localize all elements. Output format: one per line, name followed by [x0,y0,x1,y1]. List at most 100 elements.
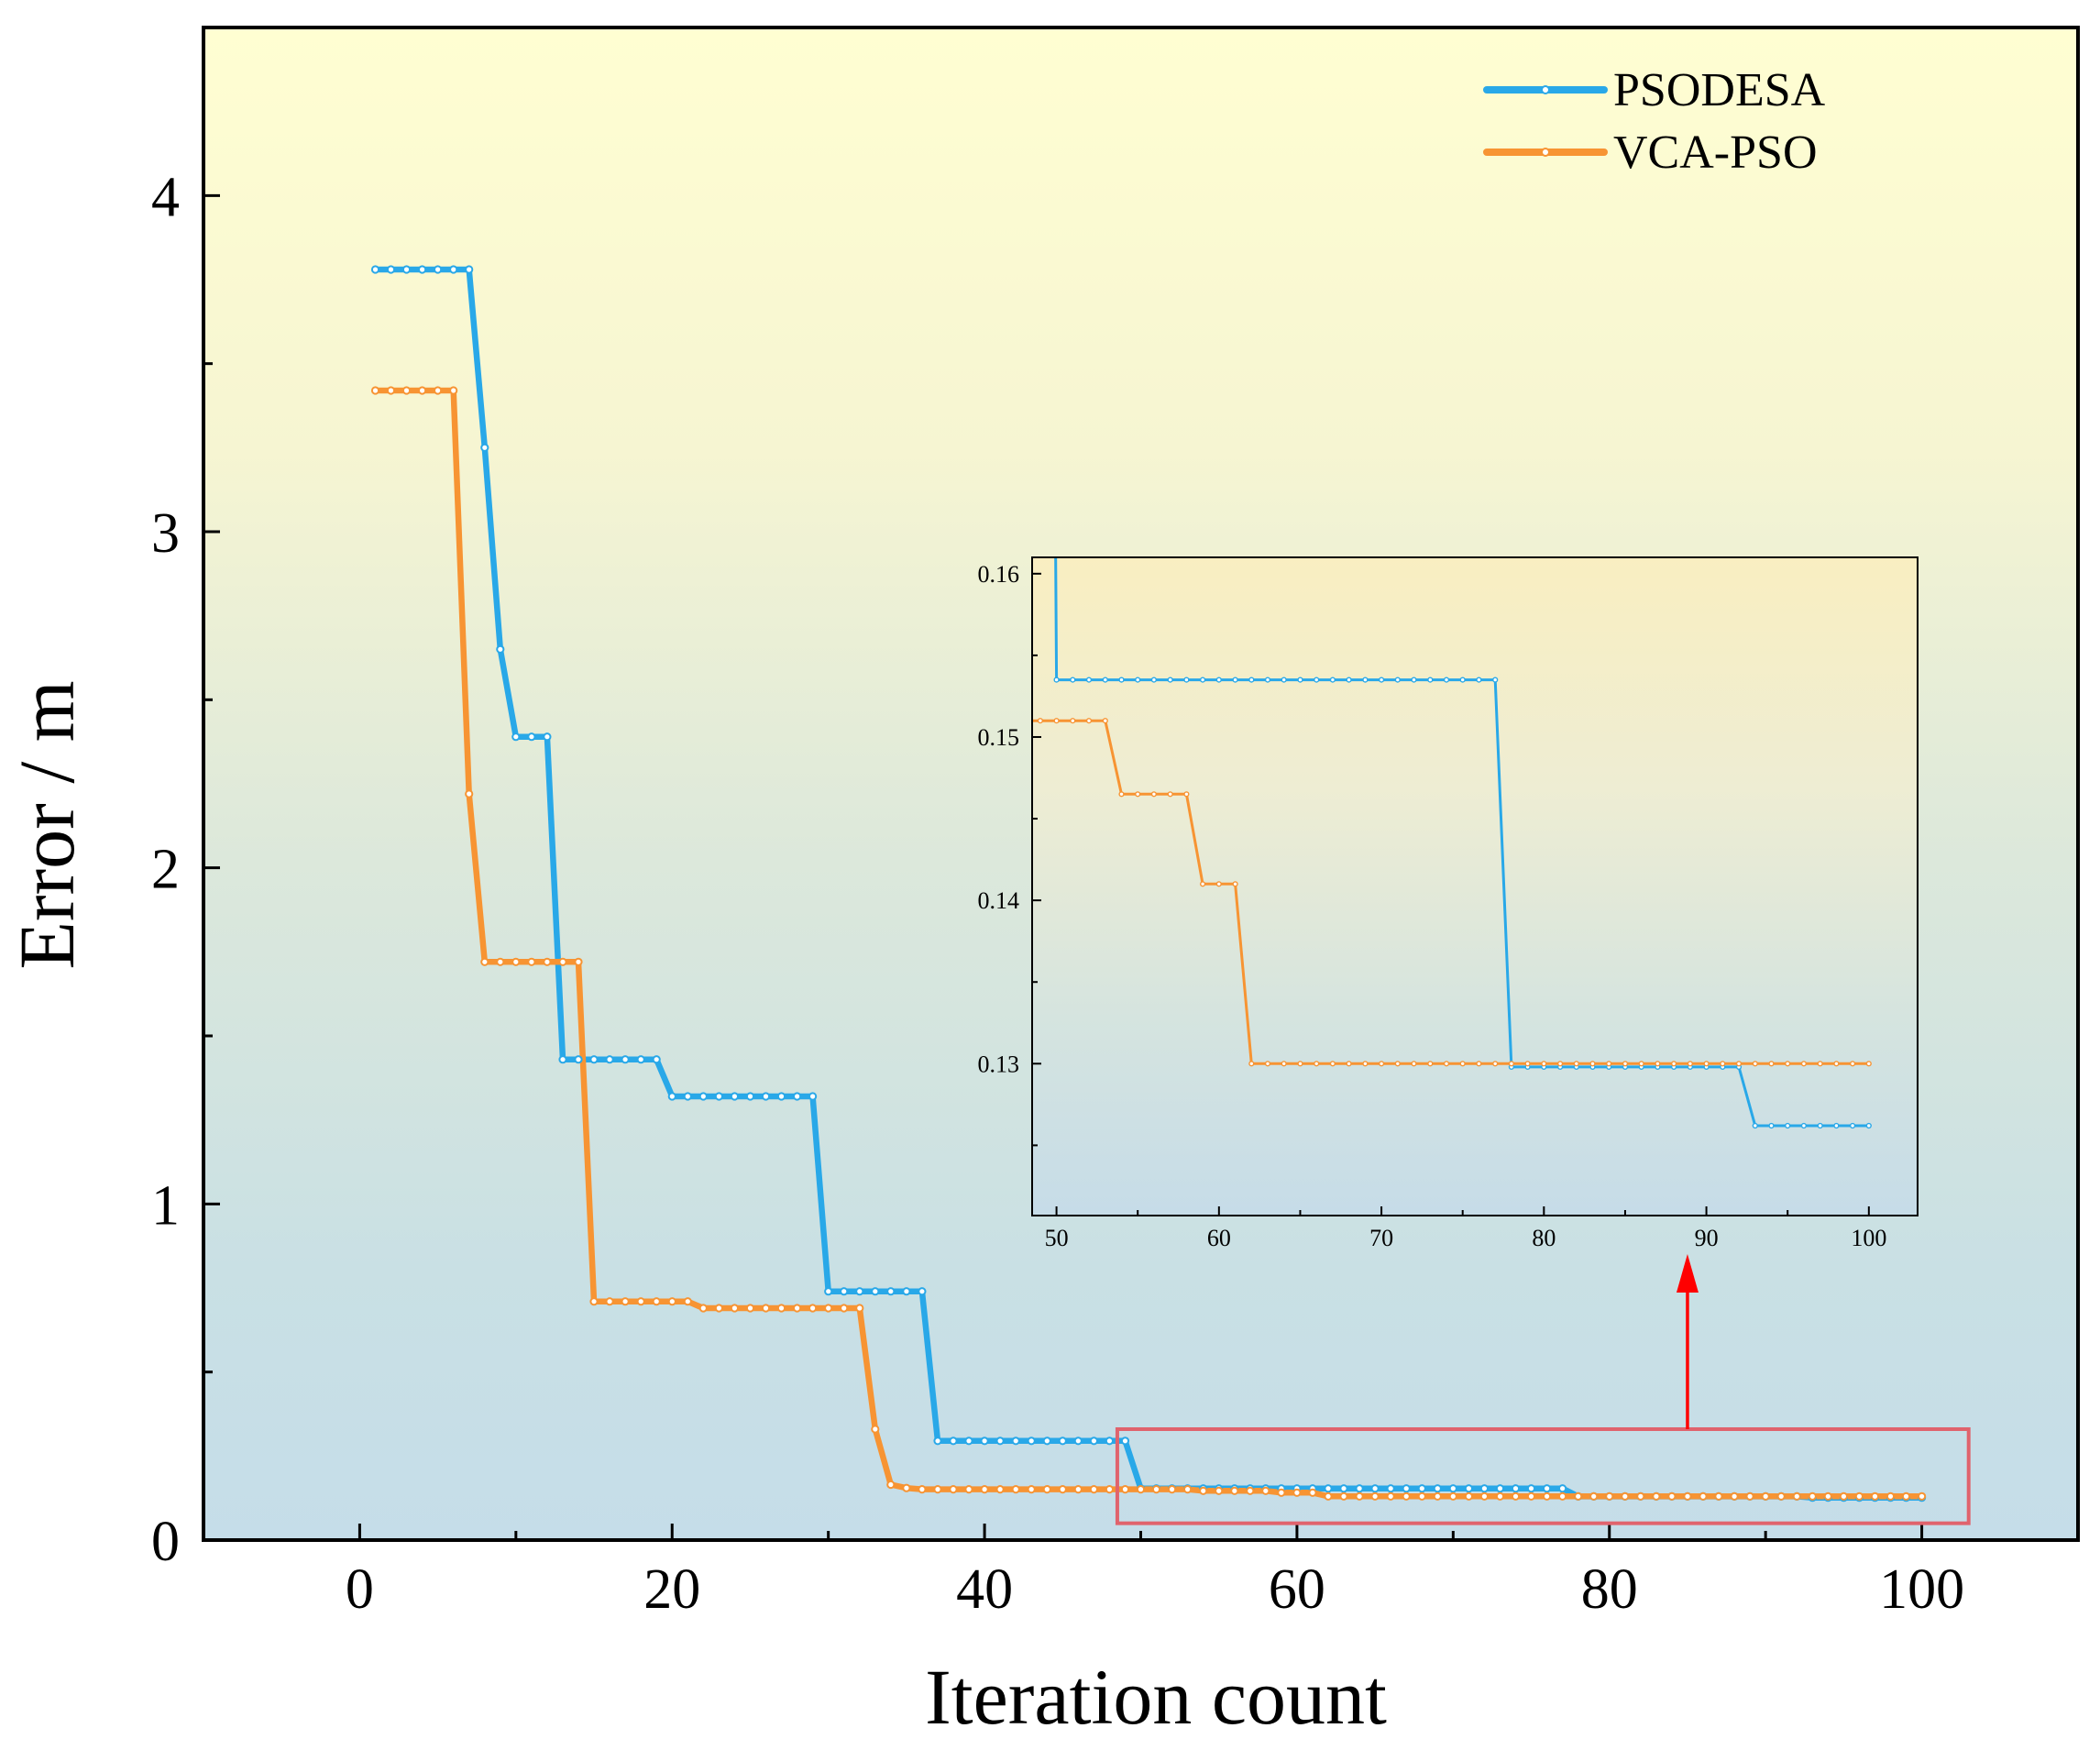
zoom-arrow-head [1676,1254,1699,1293]
inset-point-psodesa [1833,1122,1840,1129]
inset-point-psodesa [1314,677,1320,683]
inset-point-vca-pso [1622,1061,1629,1067]
point-vca-pso [386,386,396,395]
point-vca-pso [714,1304,724,1313]
x-axis-title: Iteration count [925,1653,1387,1741]
y-tick-label: 2 [151,839,180,901]
point-vca-pso [1699,1491,1708,1501]
inset-point-psodesa [1167,677,1173,683]
point-psodesa [1464,1484,1474,1493]
point-psodesa [714,1092,724,1101]
point-vca-pso [434,386,443,395]
inset-point-vca-pso [1150,791,1158,798]
inset-point-psodesa [1070,677,1076,683]
inset-point-vca-pso [1070,718,1076,724]
point-psodesa [1543,1484,1552,1493]
point-vca-pso [667,1297,676,1306]
point-psodesa [1479,1484,1490,1493]
point-psodesa [589,1055,599,1064]
inset-point-psodesa [1215,677,1222,683]
point-vca-pso [636,1297,645,1306]
inset-point-psodesa [1849,1122,1856,1129]
point-vca-pso [1386,1491,1395,1501]
point-psodesa [527,732,536,742]
point-vca-pso [496,957,505,966]
point-vca-pso [1277,1488,1286,1497]
point-vca-pso [808,1304,818,1313]
point-psodesa [964,1436,973,1446]
point-vca-pso [1011,1485,1020,1494]
legend-label-psodesa: PSODESA [1613,64,1826,116]
point-vca-pso [1839,1491,1849,1501]
inset-point-vca-pso [1800,1061,1808,1067]
point-psodesa [1370,1484,1380,1493]
point-vca-pso [1339,1491,1348,1501]
point-psodesa [1355,1484,1364,1493]
point-vca-pso [1761,1491,1770,1501]
point-psodesa [1073,1436,1083,1446]
inset-point-vca-pso [1541,1061,1547,1067]
inset-point-vca-pso [1638,1061,1644,1067]
point-vca-pso [824,1304,833,1313]
point-vca-pso [1870,1491,1880,1501]
inset-axes: 50 60 70 80 90 100 0.13 0.14 0.15 0.16 [978,561,1887,1251]
point-psodesa [434,265,443,274]
inset-point-vca-pso [1378,1061,1385,1067]
point-psodesa [902,1287,911,1296]
point-vca-pso [558,957,567,966]
point-vca-pso [1199,1486,1208,1495]
point-vca-pso [1636,1491,1645,1501]
point-vca-pso [1324,1491,1333,1501]
point-vca-pso [886,1480,896,1490]
point-vca-pso [730,1304,740,1313]
inset-frame [1031,556,1919,1216]
point-vca-pso [745,1304,755,1313]
point-vca-pso [589,1297,599,1306]
inset-point-psodesa [1329,677,1336,683]
inset-point-vca-pso [1833,1061,1840,1067]
point-vca-pso [1621,1491,1630,1501]
legend-marker-psodesa [1541,85,1550,94]
point-psodesa [871,1287,880,1296]
point-vca-pso [1511,1491,1521,1501]
inset-x-tick-label: 60 [1207,1225,1231,1251]
point-vca-pso [1792,1491,1801,1501]
inset-point-vca-pso [1670,1061,1677,1067]
point-vca-pso [1714,1491,1723,1501]
inset-x-tick-label: 70 [1369,1225,1393,1251]
inset-point-vca-pso [1118,791,1125,798]
inset-point-psodesa [1865,1122,1872,1129]
inset-point-vca-pso [1687,1061,1694,1067]
y-tick-label: 1 [151,1174,180,1237]
inset-point-vca-pso [1248,1061,1255,1067]
point-psodesa [401,265,412,274]
inset-point-psodesa [1785,1122,1791,1129]
x-tick-label: 0 [346,1558,374,1621]
inset-plot-area [1032,557,1918,1216]
point-psodesa [949,1436,958,1446]
point-vca-pso [1151,1485,1161,1494]
inset-point-psodesa [1492,677,1499,683]
inset-point-psodesa [1427,677,1434,683]
inset-point-vca-pso [1768,1061,1775,1067]
inset-point-vca-pso [1362,1061,1369,1067]
inset-point-psodesa [1183,677,1190,683]
point-psodesa [808,1092,818,1101]
inset-point-vca-pso [1394,1061,1401,1067]
inset-point-vca-pso [1037,718,1044,724]
point-psodesa [730,1092,740,1101]
point-psodesa [918,1287,927,1296]
point-vca-pso [1448,1491,1457,1501]
y-tick-label: 3 [151,502,180,565]
point-vca-pso [1526,1491,1536,1501]
point-psodesa [776,1092,786,1101]
inset-point-vca-pso [1703,1061,1710,1067]
point-psodesa [1433,1484,1442,1493]
point-vca-pso [1355,1491,1364,1501]
inset-point-vca-pso [1281,1061,1287,1067]
point-vca-pso [1854,1491,1864,1501]
point-vca-pso [933,1485,942,1494]
point-psodesa [480,443,489,452]
inset-point-vca-pso [1135,791,1141,798]
point-vca-pso [574,957,583,966]
